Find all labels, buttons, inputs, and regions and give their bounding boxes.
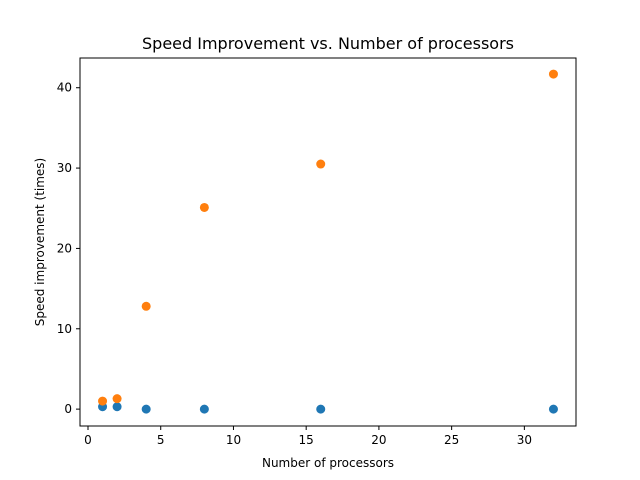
data-point-series-2 xyxy=(112,394,122,404)
x-tick-label: 20 xyxy=(371,433,386,447)
data-point-series-2 xyxy=(199,202,209,212)
data-point-series-1 xyxy=(141,404,151,414)
data-point-series-1 xyxy=(112,402,122,412)
axes-frame xyxy=(79,57,577,427)
data-points xyxy=(98,69,558,414)
x-tick-label: 25 xyxy=(444,433,459,447)
x-tick-label: 5 xyxy=(157,433,165,447)
y-tick-label: 0 xyxy=(64,402,72,416)
x-axis-label: Number of processors xyxy=(262,456,394,470)
data-point-series-1 xyxy=(199,404,209,414)
x-tick-label: 30 xyxy=(517,433,532,447)
x-tick-label: 15 xyxy=(299,433,314,447)
tick-marks: 0 5 10 15 20 25 30 0 10 20 30 40 xyxy=(57,81,532,447)
data-point-series-1 xyxy=(316,404,326,414)
y-axis-label: Speed improvement (times) xyxy=(33,158,47,327)
data-point-series-2 xyxy=(548,69,558,79)
y-tick-label: 10 xyxy=(57,322,72,336)
plot-area: 0 5 10 15 20 25 30 0 10 20 30 40 xyxy=(57,57,577,447)
data-point-series-2 xyxy=(141,301,151,311)
y-tick-label: 20 xyxy=(57,241,72,255)
data-point-series-2 xyxy=(316,159,326,169)
data-point-series-1 xyxy=(548,404,558,414)
chart-title: Speed Improvement vs. Number of processo… xyxy=(142,34,514,53)
y-tick-label: 30 xyxy=(57,161,72,175)
data-point-series-2 xyxy=(98,396,108,406)
y-tick-label: 40 xyxy=(57,81,72,95)
x-tick-label: 0 xyxy=(84,433,92,447)
x-tick-label: 10 xyxy=(226,433,241,447)
